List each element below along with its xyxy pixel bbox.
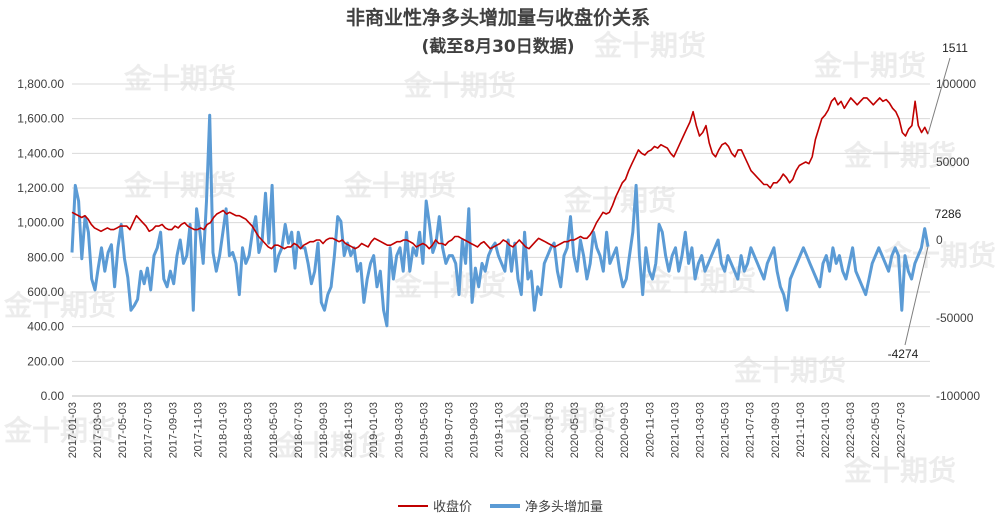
watermark-text: 金十期货: [883, 239, 996, 272]
x-tick-label: 2021-03-03: [695, 402, 707, 458]
annotation-net-value: -4274: [888, 347, 919, 361]
watermark-text: 金十期货: [403, 69, 516, 102]
net-long-increase-line: [70, 113, 930, 328]
close-price-line: [71, 97, 929, 250]
legend-label-close: 收盘价: [433, 499, 472, 515]
x-tick-label: 2017-03-03: [92, 402, 104, 458]
x-tick-label: 2019-03-03: [393, 402, 405, 458]
left-y-tick-label: 1,000.00: [17, 216, 64, 230]
x-tick-label: 2021-05-03: [720, 402, 732, 458]
watermark-text: 金十期货: [3, 414, 116, 447]
left-y-tick-label: 600.00: [27, 285, 64, 299]
watermark-text: 金十期货: [843, 454, 956, 487]
x-tick-label: 2019-05-03: [418, 402, 430, 458]
chart-title: 非商业性净多头增加量与收盘价关系: [346, 6, 650, 29]
x-tick-label: 2017-07-03: [142, 402, 154, 458]
x-tick-label: 2018-07-03: [293, 402, 305, 458]
x-tick-label: 2019-01-03: [368, 402, 380, 458]
x-tick-label: 2022-01-03: [820, 402, 832, 458]
left-y-tick-label: 1,200.00: [17, 181, 64, 195]
watermark-text: 金十期货: [733, 354, 846, 387]
watermark-text: 金十期货: [123, 62, 236, 95]
annotations: 1511 7286 -4274: [888, 41, 969, 361]
left-y-tick-label: 0.00: [41, 389, 65, 403]
x-tick-label: 2019-09-03: [469, 402, 481, 458]
x-tick-label: 2020-01-03: [519, 402, 531, 458]
annotation-net-value: 7286: [935, 207, 962, 221]
left-y-tick-label: 800.00: [27, 250, 64, 264]
x-tick-label: 2020-09-03: [619, 402, 631, 458]
legend-label-net: 净多头增加量: [525, 499, 603, 515]
chart-subtitle: (截至8月30日数据): [421, 36, 574, 57]
watermark-text: 金十期货: [123, 169, 236, 202]
x-tick-label: 2020-03-03: [544, 402, 556, 458]
x-tick-label: 2017-05-03: [117, 402, 129, 458]
right-y-tick-label: -50000: [936, 311, 974, 325]
x-tick-label: 2018-09-03: [318, 402, 330, 458]
left-y-tick-label: 1,600.00: [17, 112, 64, 126]
x-axis: 2017-01-03 2017-03-03 2017-05-03 2017-07-03…: [67, 395, 930, 458]
x-tick-label: 2017-09-03: [167, 402, 179, 458]
x-tick-label: 2019-07-03: [444, 402, 456, 458]
x-tick-label: 2020-05-03: [569, 402, 581, 458]
x-tick-label: 2018-01-03: [218, 402, 230, 458]
x-tick-label: 2022-03-03: [845, 402, 857, 458]
left-y-axis: 0.00 200.00 400.00 600.00 800.00 1,000.00 1,20…: [17, 77, 64, 403]
right-y-tick-label: 100000: [936, 77, 976, 91]
x-tick-label: 2022-05-03: [870, 402, 882, 458]
left-y-tick-label: 200.00: [27, 354, 64, 368]
right-y-tick-label: 50000: [936, 155, 970, 169]
x-tick-label: 2017-11-03: [193, 402, 205, 457]
watermark-text: 金十期货: [813, 49, 926, 82]
x-tick-label: 2021-09-03: [770, 402, 782, 458]
watermark-text: 金十期货: [843, 139, 956, 172]
x-tick-label: 2021-07-03: [745, 402, 757, 458]
watermark-text: 金十期货: [503, 404, 616, 437]
x-tick-label: 2018-03-03: [243, 402, 255, 458]
watermark-text: 金十期货: [3, 289, 116, 322]
left-y-tick-label: 1,800.00: [17, 77, 64, 91]
right-y-tick-label: 0: [936, 233, 943, 247]
x-tick-label: 2018-05-03: [268, 402, 280, 458]
legend: 收盘价 净多头增加量: [398, 499, 603, 515]
annotation-leader: [927, 57, 951, 135]
watermark-text: 金十期货: [593, 29, 706, 62]
annotation-leader: [904, 246, 929, 346]
watermark-text: 金十期货: [393, 269, 506, 302]
x-tick-label: 2017-01-03: [67, 402, 79, 458]
watermark-text: 金十期货: [343, 169, 456, 202]
x-tick-label: 2021-11-03: [795, 402, 807, 457]
x-tick-label: 2019-11-03: [494, 402, 506, 457]
x-tick-label: 2022-07-03: [895, 402, 907, 458]
x-tick-label: 2018-11-03: [343, 402, 355, 457]
x-tick-label: 2021-01-03: [669, 402, 681, 458]
watermark-text: 金十期货: [273, 429, 386, 462]
x-tick-label: 2020-11-03: [644, 402, 656, 457]
right-y-tick-label: -100000: [936, 389, 980, 403]
left-y-tick-label: 400.00: [27, 320, 64, 334]
x-tick-label: 2020-07-03: [594, 402, 606, 458]
annotation-close-value: 1511: [942, 41, 968, 55]
right-y-axis: -100000 -50000 0 50000 100000: [936, 77, 980, 403]
left-y-tick-label: 1,400.00: [17, 146, 64, 160]
series-lines: [70, 97, 930, 328]
gridlines: [72, 83, 930, 397]
